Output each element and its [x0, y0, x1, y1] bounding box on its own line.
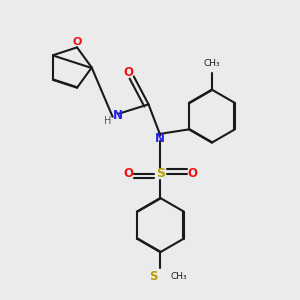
- Text: S: S: [149, 270, 157, 283]
- Text: N: N: [155, 132, 165, 145]
- Text: O: O: [188, 167, 198, 180]
- Text: H: H: [103, 116, 111, 126]
- Text: O: O: [72, 37, 82, 46]
- Text: N: N: [112, 109, 123, 122]
- Text: CH₃: CH₃: [203, 58, 220, 68]
- Text: O: O: [123, 167, 133, 180]
- Text: CH₃: CH₃: [171, 272, 187, 281]
- Text: O: O: [124, 66, 134, 80]
- Text: S: S: [156, 167, 165, 180]
